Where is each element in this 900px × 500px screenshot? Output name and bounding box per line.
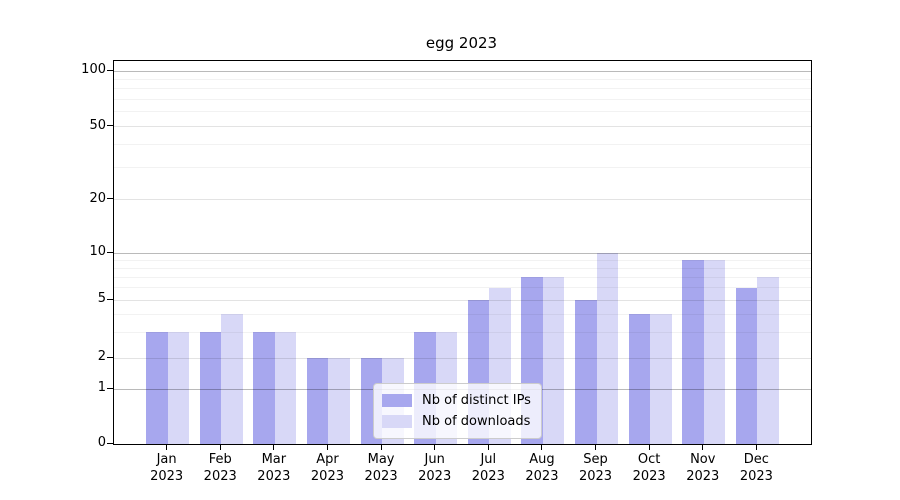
y-tick-label-5: 5 xyxy=(97,291,106,306)
gridline-y-8 xyxy=(114,267,811,269)
x-tick-label-apr: Apr 2023 xyxy=(310,452,344,484)
y-tick-mark-20 xyxy=(107,198,113,199)
bar-downloads-mar xyxy=(274,332,297,444)
gridline-y-100 xyxy=(114,70,811,72)
gridline-y-9 xyxy=(114,259,811,261)
bar-distinct-ips-oct xyxy=(628,314,651,444)
legend-row-downloads: Nb of downloads xyxy=(382,411,531,432)
y-tick-label-1: 1 xyxy=(97,380,106,395)
legend-swatch-downloads xyxy=(382,415,412,428)
bar-downloads-feb xyxy=(221,314,243,444)
x-tick-mark-jun xyxy=(434,444,436,450)
x-tick-label-mar: Mar 2023 xyxy=(257,452,291,484)
y-tick-label-20: 20 xyxy=(89,190,106,206)
y-tick-label-0: 0 xyxy=(97,435,106,450)
gridline-y-90 xyxy=(114,78,811,80)
bar-downloads-dec xyxy=(757,277,779,444)
gridline-y-30 xyxy=(114,166,811,168)
legend-label-distinct-ips: Nb of distinct IPs xyxy=(422,393,531,408)
gridline-y-7 xyxy=(114,276,811,278)
bar-distinct-ips-nov xyxy=(682,260,704,444)
x-tick-mark-nov xyxy=(702,444,704,450)
x-tick-label-jun: Jun 2023 xyxy=(418,452,452,484)
legend: Nb of distinct IPs Nb of downloads xyxy=(373,383,542,439)
bar-downloads-oct xyxy=(650,314,672,444)
x-tick-label-nov: Nov 2023 xyxy=(686,452,720,484)
bar-distinct-ips-mar xyxy=(253,332,275,444)
plot-area: Nb of distinct IPs Nb of downloads xyxy=(113,60,812,445)
x-tick-label-aug: Aug 2023 xyxy=(525,452,559,484)
x-tick-label-oct: Oct 2023 xyxy=(632,452,666,484)
x-tick-mark-jul xyxy=(487,444,489,450)
bar-downloads-nov xyxy=(703,260,726,444)
x-tick-mark-oct xyxy=(648,444,650,450)
x-tick-label-may: May 2023 xyxy=(364,452,398,484)
y-tick-mark-100 xyxy=(107,69,113,71)
y-tick-mark-5 xyxy=(107,298,113,300)
y-tick-label-50: 50 xyxy=(89,117,106,133)
y-tick-mark-2 xyxy=(107,356,113,358)
y-tick-label-100: 100 xyxy=(81,62,106,77)
x-tick-mark-dec xyxy=(755,444,757,450)
bar-distinct-ips-sep xyxy=(575,300,597,444)
bar-distinct-ips-jan xyxy=(146,332,168,444)
gridline-y-40 xyxy=(114,143,811,145)
gridline-y-5 xyxy=(114,299,811,301)
bar-downloads-jan xyxy=(167,332,190,444)
gridline-y-80 xyxy=(114,88,811,90)
x-tick-mark-mar xyxy=(273,444,275,450)
gridline-y-10 xyxy=(114,252,811,254)
x-tick-mark-jan xyxy=(166,444,168,450)
gridline-y-50 xyxy=(114,126,811,127)
gridline-y-2 xyxy=(114,357,811,359)
gridline-y-60 xyxy=(114,111,811,113)
x-tick-label-dec: Dec 2023 xyxy=(739,452,773,484)
bar-downloads-aug xyxy=(542,277,565,444)
y-tick-mark-1 xyxy=(107,387,113,389)
x-tick-mark-may xyxy=(380,444,382,450)
y-tick-mark-0 xyxy=(107,442,113,444)
legend-swatch-distinct-ips xyxy=(382,394,412,407)
gridline-y-20 xyxy=(114,199,811,200)
gridline-y-6 xyxy=(114,287,811,289)
x-tick-label-feb: Feb 2023 xyxy=(203,452,237,484)
bar-distinct-ips-dec xyxy=(735,287,758,444)
gridline-y-3 xyxy=(114,331,811,333)
y-tick-mark-50 xyxy=(107,125,113,126)
bar-distinct-ips-feb xyxy=(199,332,222,444)
y-tick-mark-10 xyxy=(107,251,113,253)
x-tick-label-jan: Jan 2023 xyxy=(150,452,184,484)
x-tick-mark-sep xyxy=(595,444,597,450)
x-tick-label-jul: Jul 2023 xyxy=(471,452,505,484)
gridline-y-70 xyxy=(114,99,811,101)
gridline-y-4 xyxy=(114,313,811,315)
bar-distinct-ips-apr xyxy=(306,358,329,444)
y-tick-label-2: 2 xyxy=(97,349,106,364)
legend-label-downloads: Nb of downloads xyxy=(422,414,531,429)
x-tick-label-sep: Sep 2023 xyxy=(578,452,613,484)
legend-row-distinct-ips: Nb of distinct IPs xyxy=(382,390,531,411)
chart-title: egg 2023 xyxy=(425,34,498,52)
y-tick-label-10: 10 xyxy=(89,244,106,259)
x-tick-mark-apr xyxy=(326,444,328,450)
x-tick-mark-feb xyxy=(219,444,221,450)
bar-downloads-apr xyxy=(328,358,350,444)
x-tick-mark-aug xyxy=(541,444,543,450)
bar-downloads-sep xyxy=(596,253,619,444)
